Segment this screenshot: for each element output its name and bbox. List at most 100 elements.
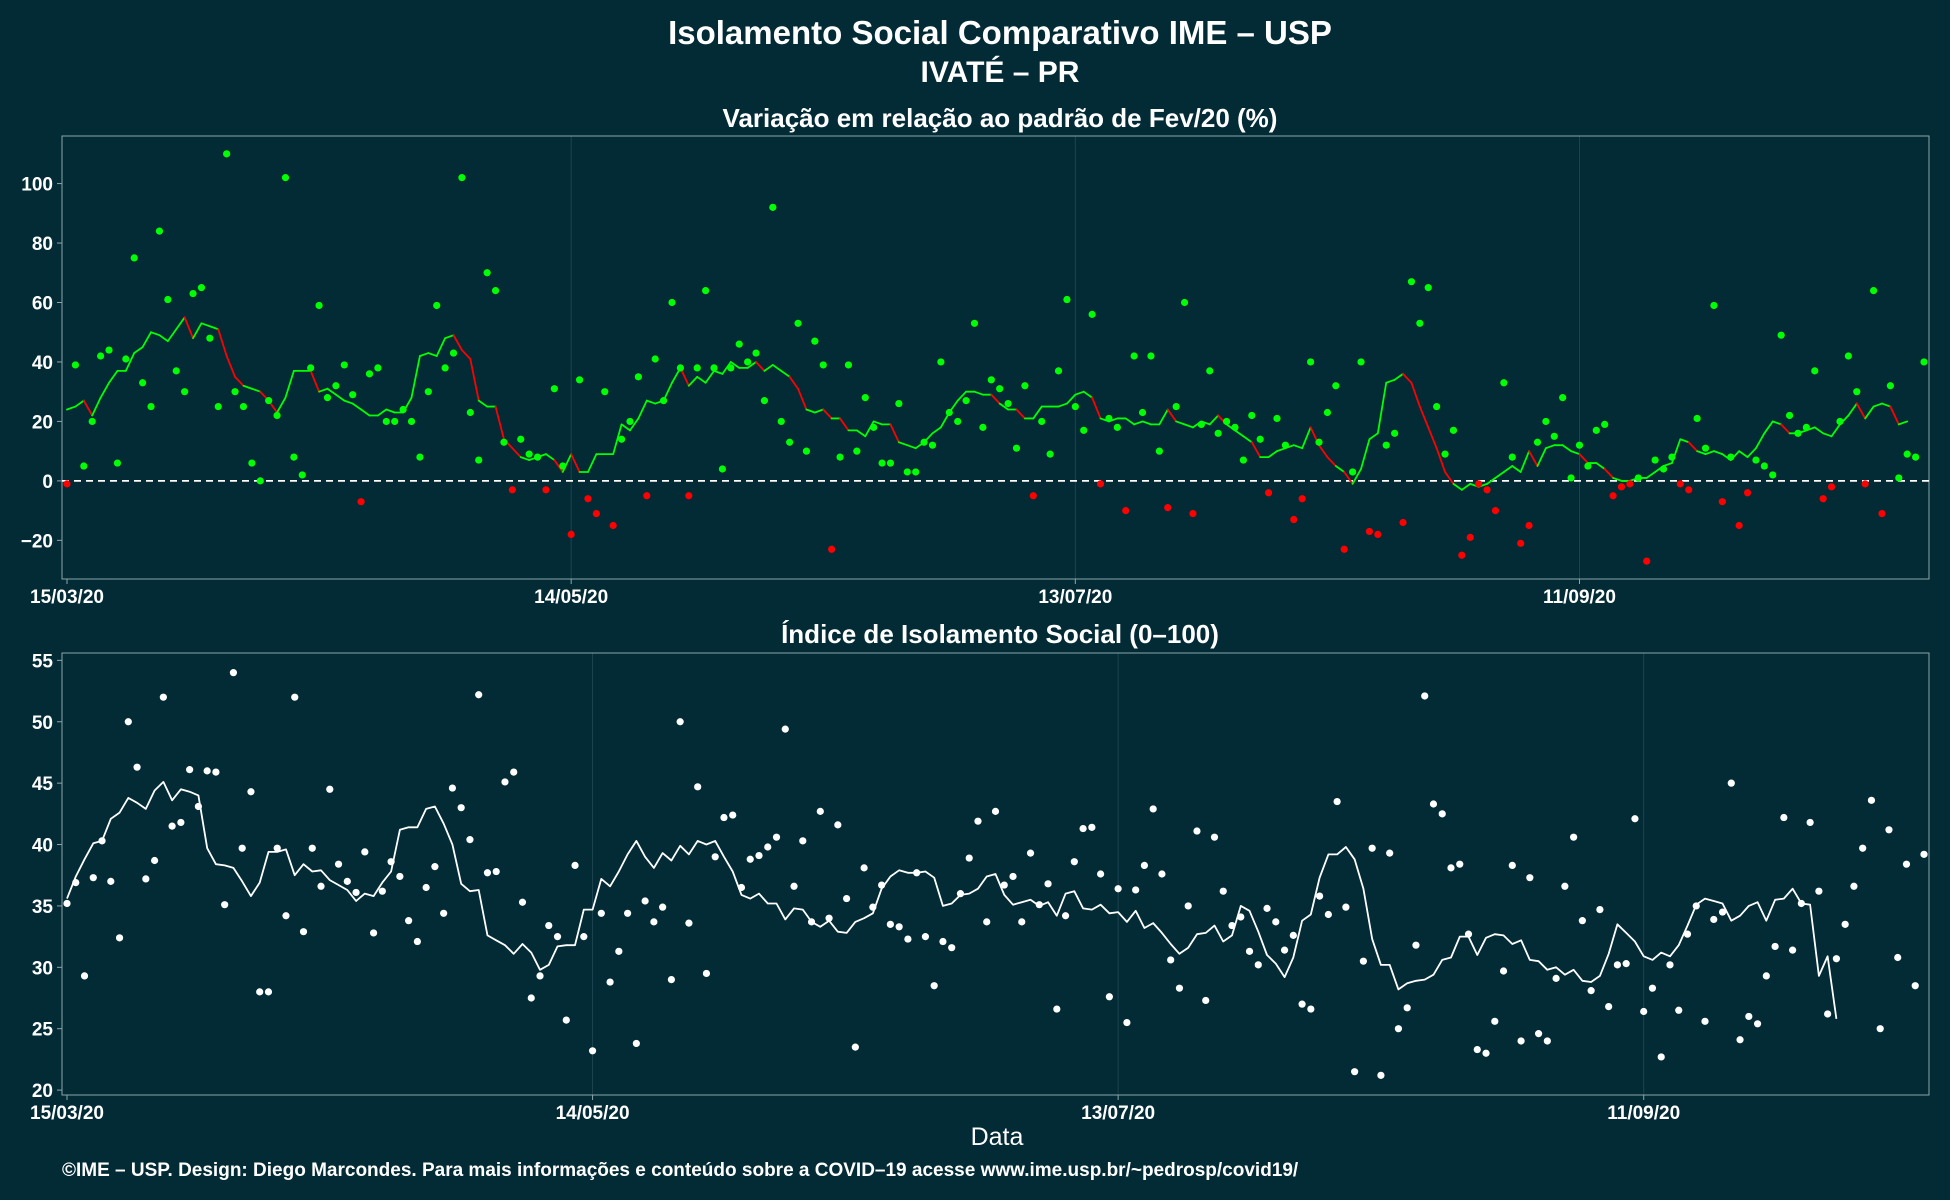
data-point [1685,486,1693,494]
data-point [685,919,693,927]
data-point [983,918,991,926]
data-point [1902,860,1911,868]
data-point [273,411,281,420]
moving-average-segment [385,408,396,414]
data-point [177,818,185,827]
data-point [651,355,659,363]
data-point [105,346,113,354]
data-point [760,397,769,405]
data-point [1046,450,1054,458]
data-point [1785,411,1794,420]
moving-average-segment [855,429,867,438]
moving-average-segment [1133,420,1144,426]
data-point [1105,993,1113,1001]
data-point [1407,278,1416,286]
data-point [974,817,982,825]
data-point [1342,903,1350,911]
moving-average-segment [1704,450,1715,456]
moving-average-segment [587,453,598,473]
data-point [1357,358,1365,366]
moving-average-segment [99,381,110,399]
moving-average-segment [217,328,228,357]
data-point [307,364,315,372]
moving-average-segment [1830,423,1841,438]
moving-average-segment [1158,408,1169,426]
moving-average-segment [494,405,505,441]
data-point [189,289,197,298]
y-tick-label: 30 [32,958,53,979]
moving-average-segment [906,444,917,450]
moving-average-segment [1091,396,1102,420]
data-point [962,397,970,405]
data-point [1054,367,1063,375]
moving-average-segment [788,375,799,390]
data-point [737,883,746,892]
data-point [159,693,167,701]
data-point [1659,465,1668,473]
data-point [1617,483,1626,491]
panel-border [61,652,1930,1096]
data-point [1394,1025,1403,1033]
data-point [291,693,299,701]
data-point [987,376,995,384]
data-point [231,388,239,396]
data-point [1132,886,1140,894]
data-point [1710,301,1718,310]
data-point [1578,917,1586,925]
moving-average-segment [477,399,489,408]
data-point [1802,423,1810,431]
data-point [693,364,701,372]
data-point [615,947,623,955]
data-point [265,397,273,405]
data-point [755,851,763,860]
moving-average-segment [721,361,732,375]
data-point [676,364,684,372]
data-point [786,438,794,446]
data-point [483,269,491,277]
data-point [744,358,752,366]
data-point [1424,284,1432,292]
data-point [1377,1071,1385,1079]
data-point [1140,861,1149,870]
data-point [1449,426,1458,434]
data-point [72,878,80,887]
moving-average-segment [225,355,236,378]
moving-average-segment [1074,390,1085,396]
data-point [710,364,718,372]
x-tick-label: 15/03/20 [30,587,104,608]
data-point [1869,287,1878,295]
moving-average-segment [1687,441,1699,453]
panel-1-title: Variação em relação ao padrão de Fev/20 … [723,103,1278,133]
data-point [115,934,124,942]
data-point [133,763,141,771]
moving-average-segment [1208,414,1220,426]
data-point [939,937,947,946]
x-tick-label: 13/07/20 [1081,1103,1155,1124]
data-point [903,468,911,476]
data-point [1473,1045,1481,1054]
moving-average-segment [763,364,774,372]
data-point [1061,912,1070,920]
data-point [89,874,97,882]
moving-average-line [66,781,1838,1020]
panel-border [61,135,1930,580]
y-tick-label: 40 [32,353,53,374]
chart-subtitle: IVATÉ – PR [921,55,1080,89]
data-point [948,944,956,952]
data-point [597,909,605,917]
moving-average-segment [1242,435,1253,444]
data-point [1789,946,1797,954]
moving-average-segment [637,399,648,420]
data-point [1096,480,1105,488]
data-point [542,486,550,494]
data-point [1693,414,1701,423]
data-point [147,402,155,411]
data-point [1861,480,1869,488]
x-tick-label: 13/07/20 [1038,587,1112,608]
data-point [508,486,516,494]
data-point [1827,483,1836,491]
data-point [1248,411,1256,420]
data-point [1239,456,1247,464]
data-point [1184,902,1192,910]
moving-average-segment [234,375,245,387]
